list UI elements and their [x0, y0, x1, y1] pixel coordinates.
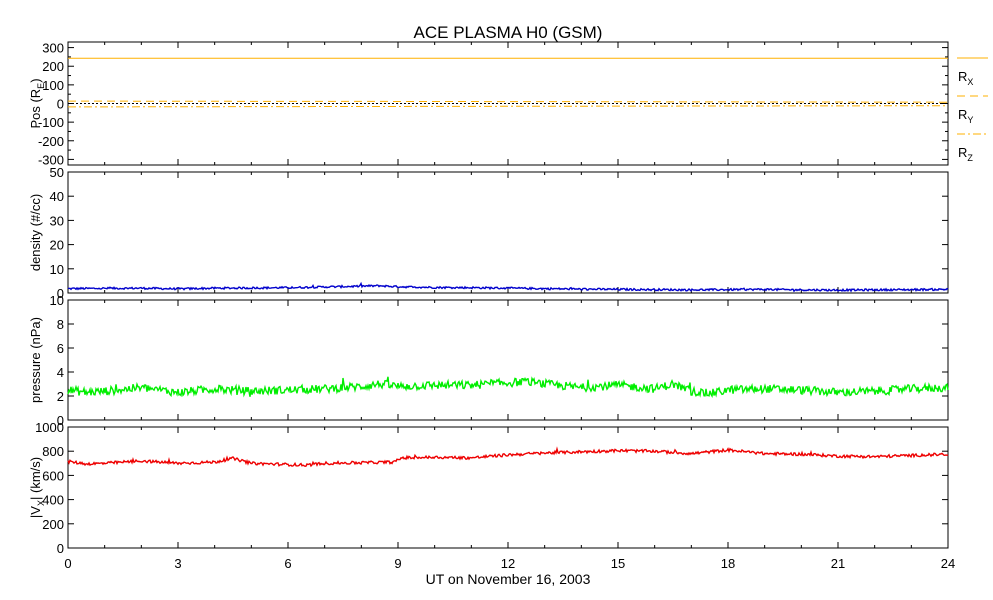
panel-density: 50 40 30 20 10 0 density (#/cc) [28, 165, 949, 301]
y-tick-label: 0 [57, 97, 64, 112]
y-tick-label: 4 [57, 365, 64, 380]
panel-pressure: 10 8 6 4 2 0 pressure (nPa) [28, 293, 949, 428]
y-tick-label: 0 [57, 286, 64, 301]
legend-label-y: RY [958, 107, 973, 125]
y-axis-label: density (#/cc) [28, 194, 43, 271]
y-tick-label: 10 [50, 293, 64, 308]
series-line-vx-6 [67, 446, 949, 468]
x-tick-label: 6 [284, 556, 291, 571]
x-tick-label: 3 [174, 556, 181, 571]
series-line-ry [67, 100, 949, 103]
y-tick-label: 400 [42, 493, 64, 508]
y-tick-label: 40 [50, 189, 64, 204]
panel-frame [67, 171, 949, 294]
x-tick-label: 18 [721, 556, 735, 571]
y-axis-label: |VX| (km/s) [28, 457, 46, 518]
panel-vx: 1000 800 600 400 200 0 |VX| (km/s) 0 3 6 9 12 15 18 21… [28, 420, 955, 571]
y-tick-label: 50 [50, 165, 64, 180]
legend-label-z: RZ [958, 145, 973, 163]
series-line-pressure-5 [67, 376, 949, 399]
x-tick-label: 0 [64, 556, 71, 571]
y-tick-label: 2 [57, 389, 64, 404]
y-tick-label: 800 [42, 444, 64, 459]
y-tick-label: 200 [42, 59, 64, 74]
legend-label-x: RX [958, 69, 973, 87]
chart-title: ACE PLASMA H0 (GSM) [414, 23, 603, 42]
y-tick-label: 300 [42, 41, 64, 56]
series-line-rz [67, 105, 949, 108]
panel-frame [67, 426, 949, 549]
y-tick-label: 8 [57, 317, 64, 332]
x-tick-label: 21 [831, 556, 845, 571]
y-tick-label: 0 [57, 541, 64, 556]
y-tick-label: 200 [42, 517, 64, 532]
y-tick-label: -300 [38, 152, 64, 167]
panel-frame [67, 299, 949, 421]
x-tick-label: 15 [611, 556, 625, 571]
y-tick-label: -200 [38, 134, 64, 149]
x-tick-label: 24 [941, 556, 955, 571]
y-tick-label: 6 [57, 341, 64, 356]
x-tick-label: 12 [501, 556, 515, 571]
y-tick-label: 0 [57, 413, 64, 428]
series-line-density-4 [67, 281, 949, 293]
y-tick-label: 600 [42, 468, 64, 483]
y-tick-label: -100 [38, 115, 64, 130]
x-tick-label: 9 [394, 556, 401, 571]
y-tick-label: 100 [42, 78, 64, 93]
y-axis-label: Pos (RE) [28, 78, 46, 128]
y-tick-label: 30 [50, 213, 64, 228]
y-tick-label: 10 [50, 262, 64, 277]
y-tick-label: 20 [50, 238, 64, 253]
x-axis-label: UT on November 16, 2003 [426, 571, 591, 587]
y-axis-label: pressure (nPa) [28, 317, 43, 403]
y-tick-label: 1000 [35, 420, 64, 435]
panel-pos: 300 200 100 0 -100 -200 -300 Pos (RE) RX RY RZ [28, 41, 988, 167]
